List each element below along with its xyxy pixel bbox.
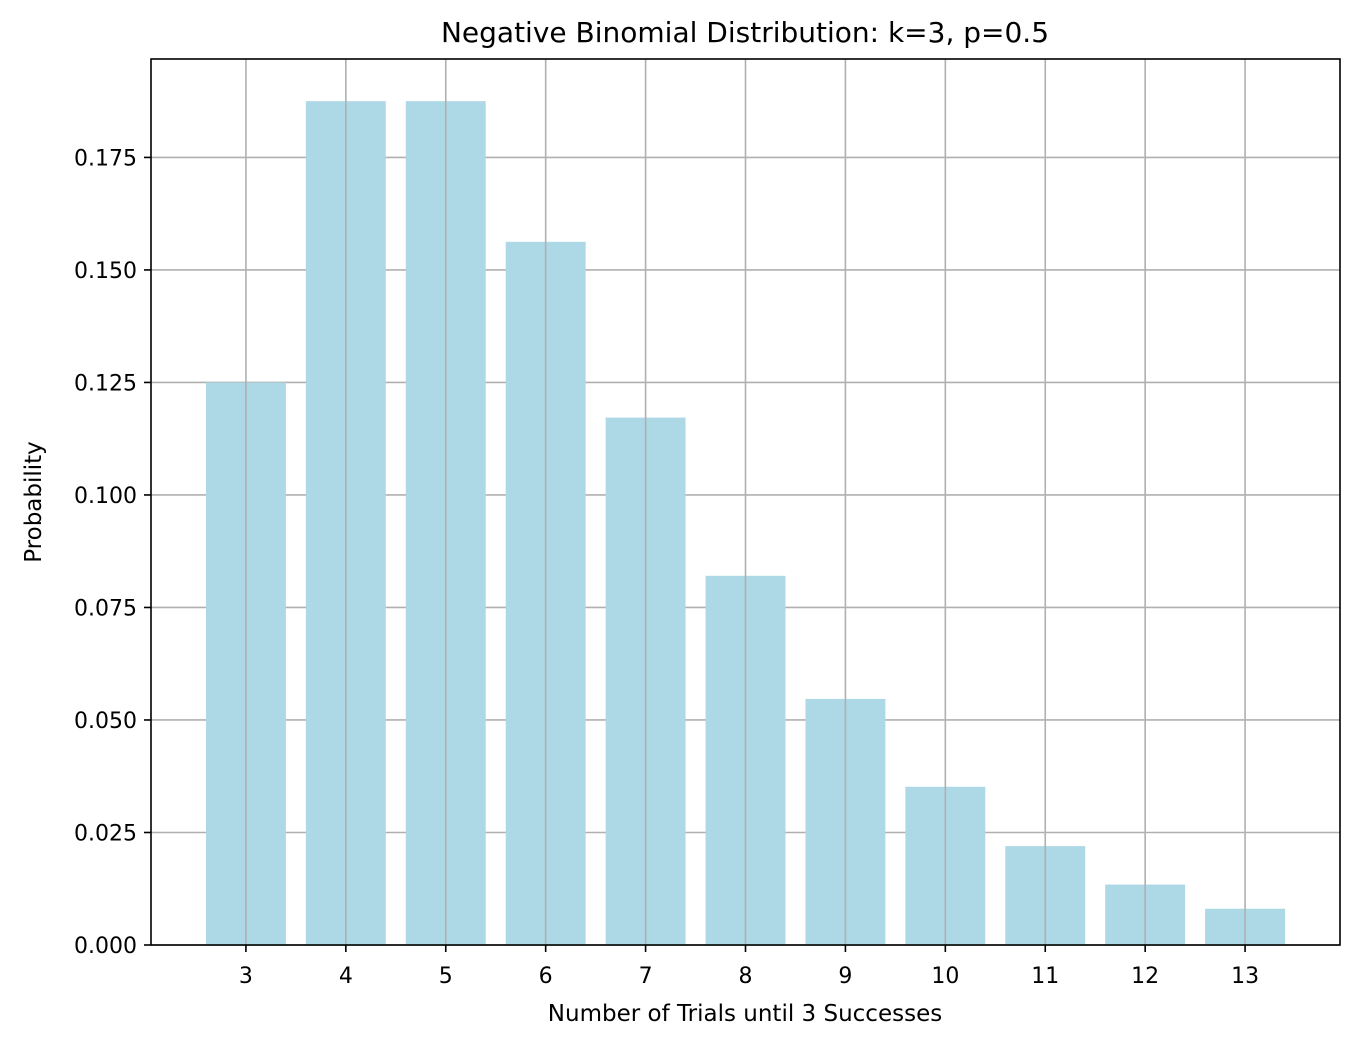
x-tick-label: 9	[838, 964, 852, 989]
x-tick-label: 7	[639, 964, 653, 989]
x-tick-label: 5	[439, 964, 453, 989]
x-tick-label: 10	[931, 964, 959, 989]
y-tick-label: 0.150	[74, 259, 137, 284]
y-tick-label: 0.000	[74, 934, 137, 959]
y-tick-label: 0.100	[74, 484, 137, 509]
x-tick-label: 4	[339, 964, 353, 989]
y-axis-label: Probability	[21, 441, 47, 563]
x-tick-label: 8	[739, 964, 753, 989]
x-axis-ticks: 3 4 5 6 7 8 9 10 11 12 13	[239, 945, 1259, 989]
y-tick-label: 0.050	[74, 709, 137, 734]
y-tick-label: 0.075	[74, 596, 137, 621]
x-tick-label: 6	[539, 964, 553, 989]
x-tick-label: 3	[239, 964, 253, 989]
grid-vertical	[245, 59, 1246, 945]
x-tick-label: 12	[1131, 964, 1159, 989]
x-tick-label: 13	[1231, 964, 1259, 989]
y-tick-label: 0.025	[74, 821, 137, 846]
y-tick-label: 0.175	[74, 146, 137, 171]
x-axis-label: Number of Trials until 3 Successes	[548, 1001, 942, 1027]
y-tick-label: 0.125	[74, 371, 137, 396]
x-tick-label: 11	[1031, 964, 1059, 989]
y-axis-ticks: 0.000 0.025 0.050 0.075 0.100 0.125 0.150 0.175	[74, 146, 151, 959]
chart-title: Negative Binomial Distribution: k=3, p=0…	[441, 16, 1049, 49]
